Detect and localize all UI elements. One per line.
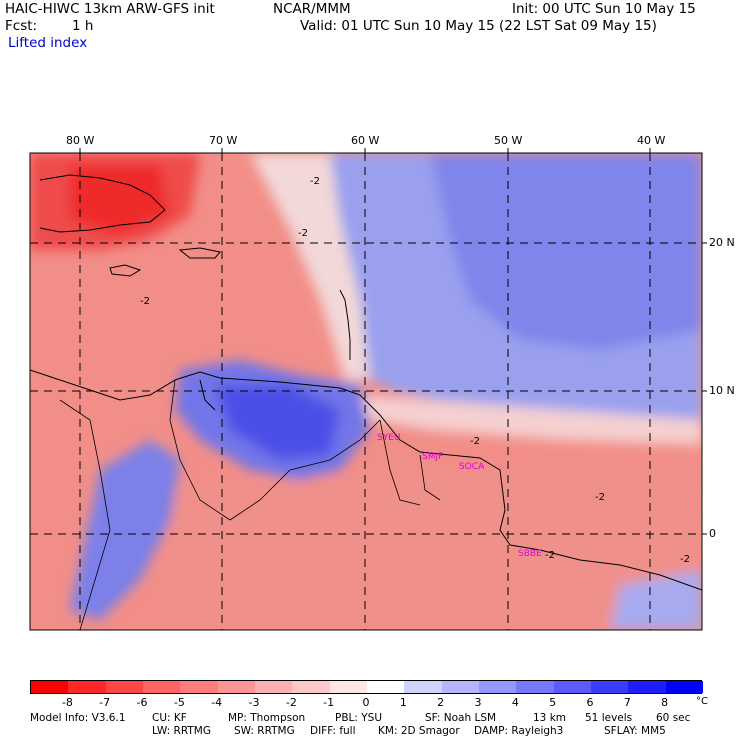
fcst-label: Fcst: xyxy=(5,18,38,34)
init-time: Init: 00 UTC Sun 10 May 15 xyxy=(512,1,696,17)
positive-li-core-venezuela xyxy=(215,385,340,460)
colorbar-swatch xyxy=(217,681,256,693)
negative-li-core-hispaniola xyxy=(70,165,170,235)
footer-mp: MP: Thompson xyxy=(228,712,306,724)
colorbar-swatch xyxy=(367,681,405,693)
contour-label: -2 xyxy=(298,228,308,239)
lat-label-0: 0 xyxy=(709,527,716,540)
colorbar-swatch xyxy=(31,681,69,693)
colorbar-tick-label: 3 xyxy=(474,696,482,709)
lon-label-70w: 70 W xyxy=(209,134,238,147)
lat-lon-grid xyxy=(30,153,702,630)
contour-label: -2 xyxy=(140,296,150,307)
border-panama-colombia xyxy=(59,399,101,471)
contour-label: -2 xyxy=(470,436,480,447)
colorbar-swatch xyxy=(665,681,704,693)
positive-li-southeast xyxy=(610,570,702,630)
colorbar-swatch xyxy=(553,681,592,693)
colorbar-swatch xyxy=(68,681,107,693)
axis-ticks xyxy=(79,148,707,535)
footer-sf: SF: Noah LSM xyxy=(425,712,497,724)
footer-diff: DIFF: full xyxy=(310,725,356,737)
jamaica-coastline xyxy=(109,264,142,277)
colorbar-swatch xyxy=(105,681,144,693)
south-america-coastline xyxy=(30,369,702,591)
colorbar-swatch xyxy=(479,681,517,693)
border-guyana xyxy=(379,419,421,506)
footer-damp: DAMP: Rayleigh3 xyxy=(474,725,564,737)
colorbar-tick-label: 5 xyxy=(549,696,557,709)
puerto-rico-coastline xyxy=(178,247,221,259)
footer-sflay: SFLAY: MM5 xyxy=(604,725,666,737)
colorbar-tick-label: -8 xyxy=(61,696,73,709)
field-name: Lifted index xyxy=(8,35,88,51)
model-title: HAIC-HIWC 13km ARW-GFS init xyxy=(5,1,215,17)
colorbar-swatch xyxy=(591,681,629,693)
station-label-syeu: SYEU xyxy=(377,433,400,443)
station-label-soca: SOCA xyxy=(459,462,485,472)
footer-km: KM: 2D Smagor xyxy=(378,725,460,737)
colorbar-swatch xyxy=(441,681,480,693)
colorbar xyxy=(30,680,704,694)
border-ecuador-peru xyxy=(79,469,111,630)
footer-sw: SW: RRTMG xyxy=(234,725,295,737)
lon-label-60w: 60 W xyxy=(351,134,380,147)
colorbar-tick-label: -7 xyxy=(99,696,111,709)
footer-lw: LW: RRTMG xyxy=(152,725,211,737)
colorbar-swatch xyxy=(329,681,368,693)
colorbar-tick-label: 1 xyxy=(399,696,407,709)
footer-resolution: 13 km xyxy=(533,712,567,724)
neutral-band xyxy=(250,153,370,380)
colorbar-tick-label: -6 xyxy=(136,696,148,709)
colorbar-swatch xyxy=(143,681,181,693)
footer-pbl: PBL: YSU xyxy=(335,712,383,724)
colorbar-tick-label: 6 xyxy=(586,696,594,709)
colorbar-tick-label: 2 xyxy=(437,696,445,709)
lat-label-10n: 10 N xyxy=(709,384,735,397)
colorbar-tick-label: 0 xyxy=(362,696,370,709)
colorbar-swatch xyxy=(255,681,293,693)
footer-timestep: 60 sec xyxy=(656,712,691,724)
valid-time: Valid: 01 UTC Sun 10 May 15 (22 LST Sat … xyxy=(300,18,657,34)
org-label: NCAR/MMM xyxy=(273,1,351,17)
contour-label: -2 xyxy=(310,176,320,187)
station-label-smjp: SMJP xyxy=(422,452,444,462)
colorbar-tick-label: -4 xyxy=(211,696,223,709)
colorbar-swatch xyxy=(404,681,443,693)
lat-label-20n: 20 N xyxy=(709,236,735,249)
lon-label-40w: 40 W xyxy=(637,134,666,147)
footer-levels: 51 levels xyxy=(585,712,633,724)
footer-cu: CU: KF xyxy=(152,712,187,724)
colorbar-tick-label: -3 xyxy=(248,696,260,709)
neutral-band-south xyxy=(360,395,702,445)
colorbar-swatch xyxy=(180,681,219,693)
positive-li-core-atlantic xyxy=(430,153,702,350)
country-borders xyxy=(59,379,441,630)
negative-li-amazon xyxy=(160,460,702,630)
contour-label: -2 xyxy=(595,492,605,503)
contour-label: -2 xyxy=(680,554,690,565)
colorbar-swatch xyxy=(516,681,555,693)
maracaibo-coastline xyxy=(199,379,216,411)
fcst-value: 1 h xyxy=(72,18,94,34)
colorbar-tick-label: 8 xyxy=(661,696,669,709)
colorbar-swatch xyxy=(292,681,331,693)
colorbar-tick-label: -2 xyxy=(285,696,297,709)
contour-label: -2 xyxy=(545,550,555,561)
lon-label-80w: 80 W xyxy=(66,134,95,147)
border-suriname xyxy=(419,454,441,501)
colorbar-unit: °C xyxy=(696,696,708,707)
colorbar-tick-label: -5 xyxy=(173,696,185,709)
station-label-sbbe: SBBE xyxy=(518,549,542,559)
positive-li-andes xyxy=(70,440,180,620)
border-colombia-venezuela-brazil xyxy=(169,379,381,521)
lesser-antilles-arc xyxy=(339,289,351,360)
colorbar-tick-label: -1 xyxy=(323,696,335,709)
colorbar-tick-label: 4 xyxy=(511,696,519,709)
colorbar-tick-label: 7 xyxy=(623,696,631,709)
colorbar-swatch xyxy=(628,681,667,693)
lon-label-50w: 50 W xyxy=(494,134,523,147)
footer-model-info: Model Info: V3.6.1 xyxy=(30,712,126,724)
